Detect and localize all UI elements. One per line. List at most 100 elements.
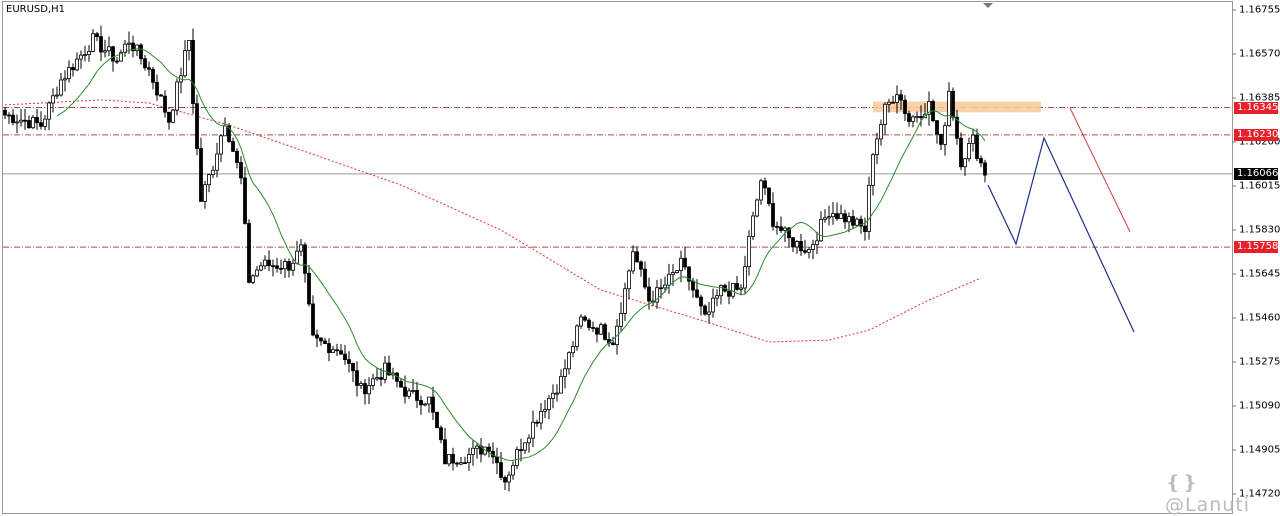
candle (263, 259, 267, 267)
candle (983, 162, 987, 176)
candle (171, 109, 175, 123)
candle (39, 122, 43, 127)
candle (463, 462, 467, 465)
candle (243, 177, 247, 224)
candle (319, 337, 323, 342)
candle (963, 158, 967, 168)
candle (915, 116, 919, 118)
candle (259, 265, 263, 271)
candle (687, 266, 691, 282)
candle (355, 370, 359, 386)
candle (251, 275, 255, 283)
candle (539, 411, 543, 424)
candle (415, 390, 419, 401)
candle (739, 287, 743, 290)
candle (755, 199, 759, 217)
candle (635, 251, 639, 263)
candle (947, 90, 951, 127)
candle (275, 265, 279, 269)
candle (767, 187, 771, 204)
chart-frame (2, 1, 1233, 514)
candle (167, 111, 171, 123)
candle (643, 268, 647, 288)
candle (147, 67, 151, 70)
candle (775, 226, 779, 228)
projection-path-red (1069, 107, 1131, 233)
candle (387, 362, 391, 376)
candle (939, 133, 943, 145)
candle (347, 359, 351, 364)
candle (683, 257, 687, 268)
candle (467, 454, 471, 464)
price-level-tag: 1.16066 (1234, 167, 1278, 180)
candle (883, 103, 887, 125)
candle (527, 437, 531, 444)
candle (619, 313, 623, 327)
candle (331, 349, 335, 354)
candle (439, 427, 443, 441)
candle (703, 305, 707, 315)
candle (287, 261, 291, 271)
candle (131, 42, 135, 52)
candle (555, 392, 559, 395)
candle (139, 44, 143, 60)
candle (487, 446, 491, 452)
chart-shift-marker-icon[interactable] (983, 3, 993, 8)
candle (791, 237, 795, 248)
candle (623, 288, 627, 314)
candle (323, 340, 327, 345)
candle (691, 280, 695, 291)
candle (955, 116, 959, 139)
candle (371, 378, 375, 386)
candle (111, 46, 115, 62)
candle (191, 39, 195, 105)
candle (203, 184, 207, 202)
candle (267, 259, 271, 267)
candle (31, 117, 35, 129)
candle (295, 250, 299, 264)
candle (887, 101, 891, 105)
candle (403, 386, 407, 397)
candle (831, 213, 835, 218)
candle (343, 353, 347, 361)
candle (799, 241, 803, 252)
candle (967, 143, 971, 160)
candle (11, 114, 15, 124)
candle (715, 295, 719, 299)
candle (511, 464, 515, 476)
candle (863, 225, 867, 232)
candle (823, 217, 827, 220)
candle (695, 289, 699, 298)
candle (435, 411, 439, 429)
candle (35, 117, 39, 124)
candle (543, 409, 547, 412)
candle (419, 400, 423, 406)
slow-moving-average-line (4, 99, 982, 343)
candle (71, 67, 75, 71)
candle (859, 218, 863, 227)
price-level-tag: 1.16345 (1234, 101, 1278, 114)
candle (155, 81, 159, 96)
candle (231, 141, 235, 152)
candle (431, 396, 435, 413)
candle (891, 101, 895, 104)
candle (427, 396, 431, 405)
candle (895, 94, 899, 103)
candle (375, 377, 379, 380)
candle (307, 272, 311, 305)
candle (731, 283, 735, 297)
candle (631, 251, 635, 272)
candle (843, 213, 847, 223)
candle (187, 39, 191, 51)
candle (667, 273, 671, 286)
candle (935, 120, 939, 135)
candle (803, 250, 807, 253)
candle (367, 385, 371, 395)
candle (335, 349, 339, 352)
candle (83, 54, 87, 56)
candle (27, 120, 31, 129)
y-tick-label: 1.16200 (1239, 136, 1280, 148)
candle (611, 342, 615, 345)
candle (675, 270, 679, 273)
